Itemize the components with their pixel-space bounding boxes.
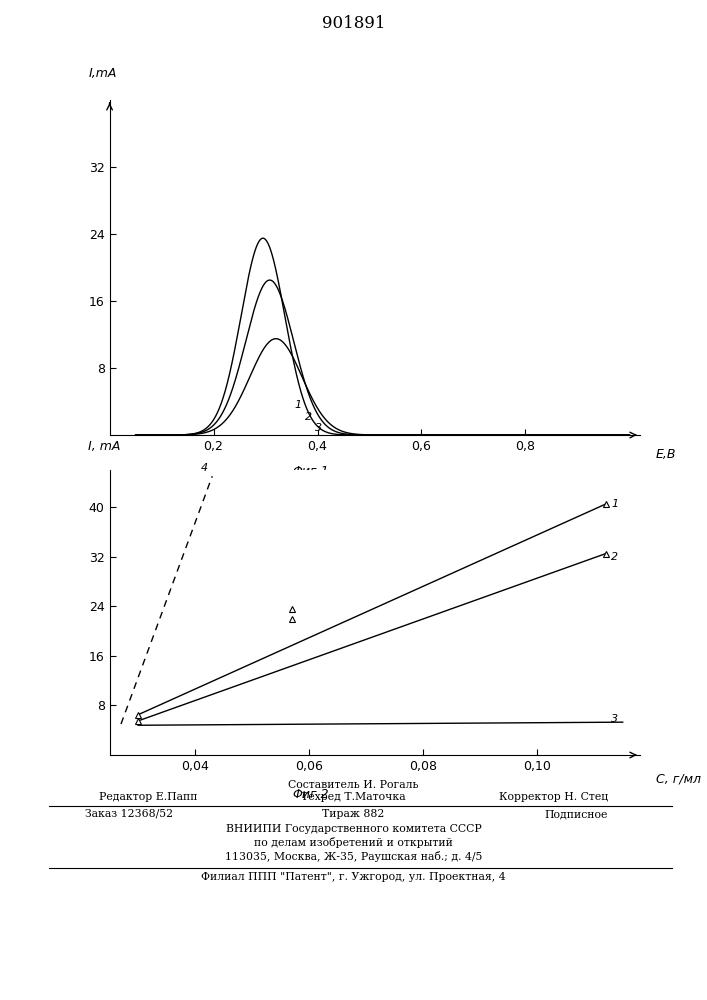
Text: 113035, Москва, Ж-35, Раушская наб.; д. 4/5: 113035, Москва, Ж-35, Раушская наб.; д. … <box>225 851 482 862</box>
Text: 3: 3 <box>315 423 322 433</box>
Text: 3: 3 <box>612 714 619 724</box>
Text: C, г/мл: C, г/мл <box>656 772 701 785</box>
Text: Φиг.1: Φиг.1 <box>293 465 329 478</box>
Text: 901891: 901891 <box>322 15 385 32</box>
Text: 2: 2 <box>612 552 619 562</box>
Text: 1: 1 <box>294 400 301 410</box>
Text: Филиал ППП "Патент", г. Ужгород, ул. Проектная, 4: Филиал ППП "Патент", г. Ужгород, ул. Про… <box>201 872 506 882</box>
Text: 4: 4 <box>201 463 208 473</box>
Text: Техред Т.Маточка: Техред Т.Маточка <box>301 792 406 802</box>
Text: Заказ 12368/52: Заказ 12368/52 <box>85 809 173 819</box>
Text: 1: 1 <box>612 499 619 509</box>
Text: Редактор Е.Папп: Редактор Е.Папп <box>99 792 197 802</box>
Text: Φиг.2: Φиг.2 <box>293 788 329 801</box>
Text: E,В: E,В <box>656 448 676 461</box>
Text: по делам изобретений и открытий: по делам изобретений и открытий <box>254 837 453 848</box>
Text: I,mA: I,mA <box>88 67 117 80</box>
Text: Тираж 882: Тираж 882 <box>322 809 385 819</box>
Text: Составитель И. Рогаль: Составитель И. Рогаль <box>288 780 419 790</box>
Text: 2: 2 <box>305 412 312 422</box>
Text: I, mA: I, mA <box>88 440 121 453</box>
Text: ВНИИПИ Государственного комитета СССР: ВНИИПИ Государственного комитета СССР <box>226 824 481 834</box>
Text: Корректор Н. Стец: Корректор Н. Стец <box>498 792 608 802</box>
Text: Подписное: Подписное <box>544 809 608 819</box>
